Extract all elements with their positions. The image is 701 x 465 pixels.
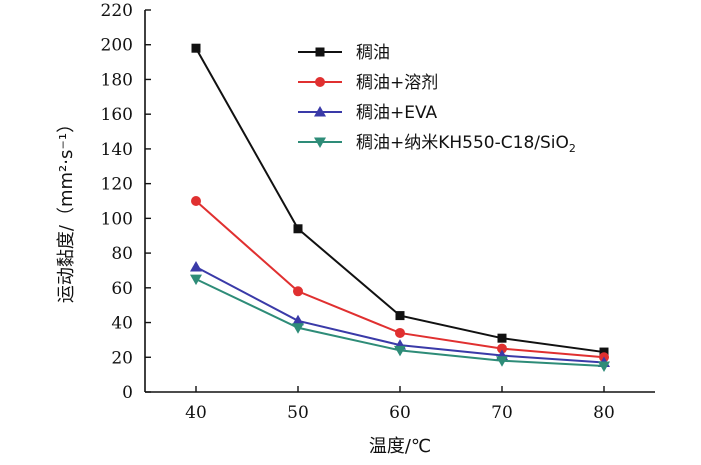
legend-entry-2: 稠油+溶剂: [298, 73, 438, 93]
y-tick-label: 100: [101, 209, 133, 229]
legend-entry-3: 稠油+EVA: [298, 103, 438, 123]
data-point: [292, 314, 304, 326]
series-1: [191, 43, 609, 357]
series-4: [190, 274, 610, 372]
data-point: [599, 347, 609, 357]
data-point: [395, 311, 405, 321]
data-point: [191, 196, 201, 206]
data-point: [496, 356, 508, 367]
y-tick-label: 220: [101, 1, 133, 21]
y-tick-label: 140: [101, 140, 133, 160]
data-point: [292, 323, 304, 334]
legend-marker: [314, 106, 326, 117]
y-tick-label: 0: [122, 383, 133, 403]
legend-entry-1: 稠油: [298, 43, 390, 63]
y-tick-label: 200: [101, 36, 133, 56]
data-point: [598, 361, 610, 372]
legend-marker: [315, 77, 325, 87]
x-axis-title: 温度/℃: [369, 436, 431, 457]
x-tick-label: 60: [389, 403, 411, 423]
y-tick-label: 180: [101, 70, 133, 90]
y-tick-label: 60: [111, 279, 133, 299]
series-line: [195, 47, 605, 354]
data-point: [497, 333, 507, 343]
x-tick-label: 70: [491, 403, 513, 423]
legend-label: 稠油+EVA: [356, 103, 438, 123]
x-tick-label: 80: [593, 403, 615, 423]
legend-marker: [315, 47, 325, 57]
y-axis-title: 运动黏度/（mm²·s⁻¹）: [56, 115, 77, 303]
data-point: [190, 260, 202, 272]
y-tick-label: 40: [111, 314, 133, 334]
legend-entry-4: 稠油+纳米KH550-C18/SiO2: [298, 133, 576, 155]
legend-marker: [314, 137, 326, 148]
series-layer: [190, 43, 610, 372]
legend-label: 稠油+纳米KH550-C18/SiO2: [356, 133, 576, 155]
data-point: [293, 224, 303, 234]
data-point: [395, 327, 405, 338]
legend-label-subscript: 2: [569, 142, 576, 155]
y-tick-label: 160: [101, 105, 133, 125]
data-point: [190, 274, 202, 286]
data-point: [191, 43, 201, 53]
data-point: [293, 286, 303, 297]
data-point: [497, 343, 507, 354]
legend-label: 稠油+溶剂: [356, 73, 438, 93]
legend-label: 稠油: [356, 43, 390, 63]
x-tick-label: 50: [287, 403, 309, 423]
data-point: [394, 345, 406, 357]
tick-marks: [145, 9, 605, 393]
tick-labels: 0 20 40 60 80 100 120 140 160 180 200 220 40 50 60 70 80: [101, 1, 615, 423]
y-tick-label: 20: [111, 348, 133, 368]
y-tick-label: 80: [111, 244, 133, 264]
y-tick-label: 120: [101, 175, 133, 195]
series-2: [191, 196, 609, 363]
x-tick-label: 40: [185, 403, 207, 423]
